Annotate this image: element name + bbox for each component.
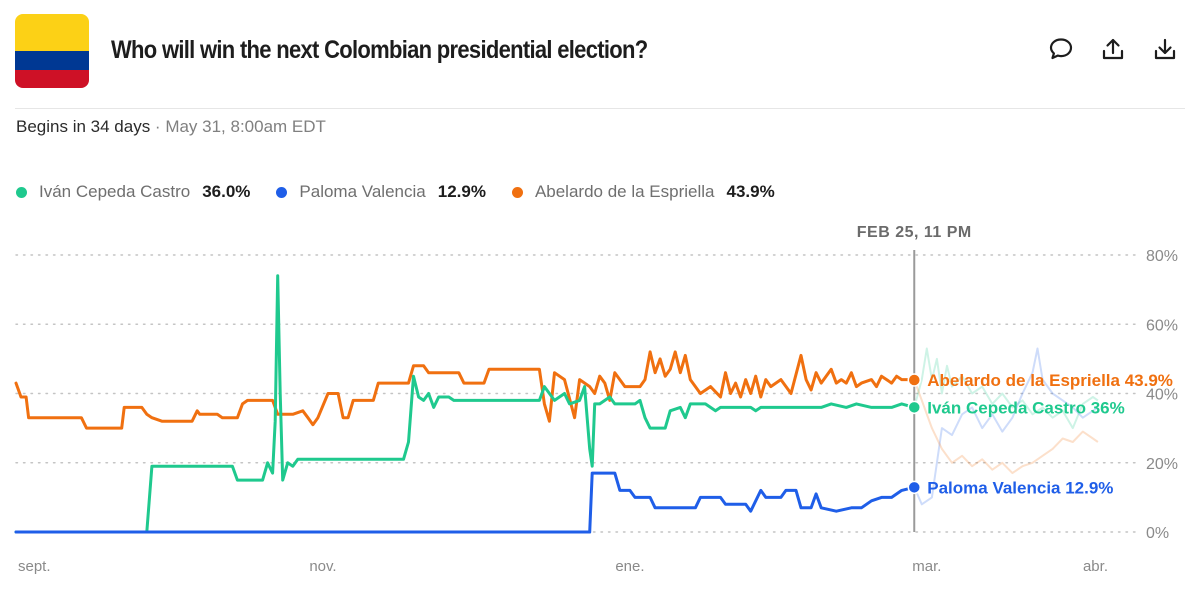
legend-dot-cepeda <box>16 186 27 198</box>
y-tick-label: 60% <box>1146 317 1178 334</box>
legend-dot-valencia <box>276 186 288 198</box>
probability-line-chart[interactable]: 80% 60% 40% 20% 0% sept. nov. ene. mar. abr. FEB 2… <box>0 215 1200 590</box>
y-tick-label: 80% <box>1146 248 1178 265</box>
legend-value-valencia: 12.9% <box>437 182 486 201</box>
legend-dot-espriella <box>511 186 523 198</box>
ghost-series-line-1 <box>913 347 1099 506</box>
series-end-dot-1 <box>907 400 922 415</box>
series-end-dot-0 <box>907 373 922 387</box>
series-end-label-0: Abelardo de la Espriella 43.9% <box>927 371 1173 390</box>
flag-stripe-yellow <box>15 14 89 51</box>
download-icon[interactable] <box>1152 36 1178 62</box>
legend-name-cepeda: Iván Cepeda Castro <box>39 182 191 201</box>
y-tick-label: 0% <box>1146 525 1169 542</box>
legend-item-valencia[interactable]: Paloma Valencia 12.9% <box>276 182 486 202</box>
colombia-flag-icon <box>15 14 89 88</box>
flag-stripe-blue <box>15 51 89 70</box>
hover-date-label: FEB 25, 11 PM <box>857 224 972 241</box>
begins-text: Begins in 34 days <box>16 117 151 136</box>
series-end-label-1: Iván Cepeda Castro 36% <box>927 398 1124 417</box>
chart-legend: Iván Cepeda Castro 36.0% Paloma Valencia… <box>16 182 801 202</box>
y-tick-label: 20% <box>1146 456 1178 473</box>
ghost-series-line-2 <box>913 379 1099 475</box>
legend-name-valencia: Paloma Valencia <box>299 182 426 201</box>
page-title: Who will win the next Colombian presiden… <box>111 36 648 64</box>
header-divider <box>15 108 1185 109</box>
series-end-label-2: Paloma Valencia 12.9% <box>927 478 1113 497</box>
series-line-2 <box>14 471 916 534</box>
legend-item-espriella[interactable]: Abelardo de la Espriella 43.9% <box>511 182 775 202</box>
header-actions <box>1048 36 1178 62</box>
legend-value-cepeda: 36.0% <box>202 182 251 201</box>
begins-date: May 31, 8:00am EDT <box>165 117 326 136</box>
series-line-1 <box>14 274 916 534</box>
x-tick-label: ene. <box>615 558 644 575</box>
x-tick-label: nov. <box>309 558 336 575</box>
legend-item-cepeda[interactable]: Iván Cepeda Castro 36.0% <box>16 182 250 202</box>
flag-stripe-red <box>15 69 89 88</box>
legend-name-espriella: Abelardo de la Espriella <box>534 182 715 201</box>
ghost-series-line-0 <box>913 347 1099 430</box>
comment-icon[interactable] <box>1048 36 1074 62</box>
market-timing: Begins in 34 days · May 31, 8:00am EDT <box>16 117 326 137</box>
x-tick-label: sept. <box>18 558 51 575</box>
share-icon[interactable] <box>1100 36 1126 62</box>
series-end-dot-2 <box>907 480 922 495</box>
y-tick-label: 40% <box>1146 387 1178 404</box>
x-tick-label: abr. <box>1083 558 1108 575</box>
series-line-0 <box>14 350 916 430</box>
x-tick-label: mar. <box>912 558 941 575</box>
meta-separator: · <box>150 117 166 136</box>
legend-value-espriella: 43.9% <box>726 182 775 201</box>
